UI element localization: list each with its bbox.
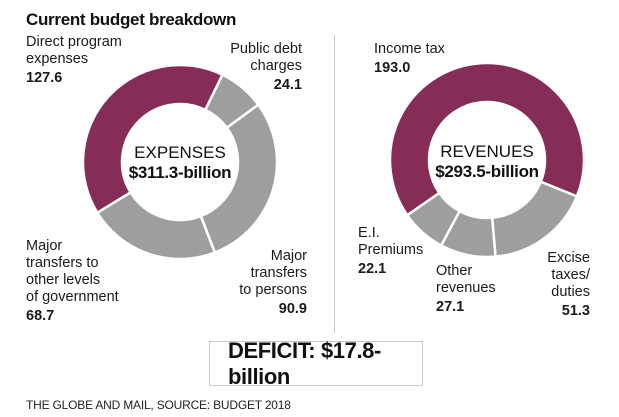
deficit-box: DEFICIT: $17.8-billion: [209, 338, 423, 389]
slice-value: 193.0: [374, 60, 411, 76]
label-major-transfers-other-levels: Major transfers to other levels of gover…: [26, 238, 119, 325]
label-other-revenues: Other revenues 27.1: [436, 263, 496, 316]
expenses-donut: [81, 63, 279, 261]
source-credit: THE GLOBE AND MAIL, SOURCE: BUDGET 2018: [26, 398, 291, 412]
label-income-tax: Income tax 193.0: [374, 41, 445, 77]
revenues-center-label: REVENUES $293.5-billion: [422, 142, 552, 182]
slice-value: 24.1: [273, 77, 302, 93]
slice-label: Income tax: [374, 41, 445, 57]
donut-slice-direct-program-expenses: [81, 63, 225, 215]
deficit-label: DEFICIT: $17.8-billion: [228, 337, 381, 389]
slice-value: 90.9: [278, 301, 307, 317]
donut-name: EXPENSES: [134, 143, 226, 162]
slice-label: Major: [26, 238, 63, 254]
donut-total: $311.3-billion: [128, 163, 232, 182]
slice-label: duties: [551, 284, 590, 300]
slice-label: Premiums: [358, 242, 424, 258]
donut-name: REVENUES: [440, 142, 534, 161]
slice-label: Other: [436, 263, 473, 279]
donut-slice-e-i-premiums: [405, 191, 462, 248]
donut-total: $293.5-billion: [435, 162, 539, 181]
revenues-donut: [388, 61, 586, 259]
slice-label: other levels: [26, 272, 101, 288]
slice-label: expenses: [26, 51, 89, 67]
donut-slice-excise-taxes-duties: [490, 180, 579, 258]
panel-divider: [334, 35, 335, 333]
slice-value: 127.6: [26, 70, 63, 86]
slice-label: E.I.: [358, 225, 380, 241]
label-direct-program-expenses: Direct program expenses 127.6: [26, 34, 122, 87]
slice-label: transfers to: [26, 255, 99, 271]
label-excise-taxes: Excise taxes/ duties 51.3: [547, 250, 590, 320]
slice-label: Excise: [547, 250, 590, 266]
donut-slice-major-transfers-to-persons: [199, 103, 279, 255]
donut-slice-income-tax: [388, 61, 586, 217]
slice-label: of government: [26, 289, 119, 305]
label-public-debt-charges: Public debt charges 24.1: [230, 41, 302, 94]
slice-value: 27.1: [436, 299, 465, 315]
chart-title: Current budget breakdown: [26, 10, 237, 29]
label-ei-premiums: E.I. Premiums 22.1: [358, 225, 423, 278]
slice-value: 51.3: [561, 303, 590, 319]
donut-slice-major-transfers-to-other-levels-of-government: [95, 190, 217, 261]
slice-value: 22.1: [358, 261, 387, 277]
slice-label: Major: [270, 248, 307, 264]
slice-label: transfers: [250, 265, 307, 281]
slice-label: charges: [250, 58, 302, 74]
slice-label: to persons: [239, 282, 307, 298]
slice-label: Direct program: [26, 34, 122, 50]
expenses-center-label: EXPENSES $311.3-billion: [115, 143, 245, 183]
slice-label: Public debt: [230, 41, 302, 57]
slice-value: 68.7: [26, 308, 55, 324]
slice-label: taxes/: [551, 267, 590, 283]
label-major-transfers-to-persons: Major transfers to persons 90.9: [239, 248, 307, 318]
slice-label: revenues: [436, 280, 496, 296]
